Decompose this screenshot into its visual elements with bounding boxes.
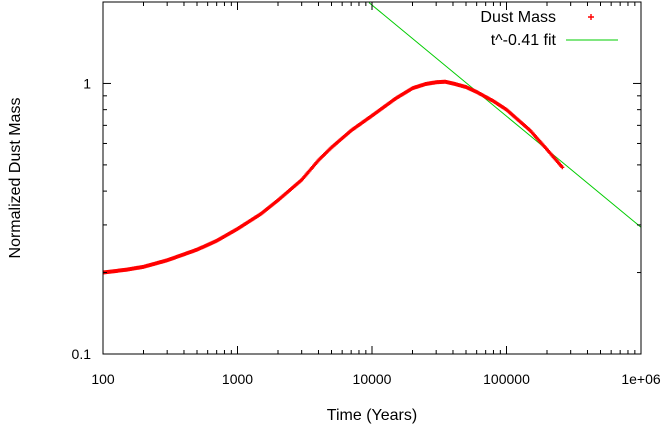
x-tick-label: 1000 bbox=[222, 371, 253, 387]
data-point bbox=[560, 165, 565, 170]
x-axis-title: Time (Years) bbox=[327, 407, 417, 424]
plot-area bbox=[103, 2, 641, 275]
plot-frame bbox=[102, 1, 642, 355]
axes: 100 1000 10000 100000 1e+06 0.1 1 bbox=[72, 1, 661, 387]
legend: Dust Mass t^-0.41 fit bbox=[480, 9, 618, 49]
legend-marker-dust-mass bbox=[588, 14, 594, 20]
series-line-fit bbox=[368, 2, 641, 228]
y-axis-title: Normalized Dust Mass bbox=[7, 98, 24, 259]
y-tick-label: 0.1 bbox=[72, 346, 92, 362]
x-tick-label: 100000 bbox=[483, 371, 530, 387]
x-tick-label: 10000 bbox=[353, 371, 392, 387]
x-tick-label: 100 bbox=[91, 371, 115, 387]
legend-label-fit: t^-0.41 fit bbox=[491, 32, 557, 49]
legend-label-dust-mass: Dust Mass bbox=[480, 9, 556, 26]
series-group bbox=[103, 2, 641, 275]
y-tick-label: 1 bbox=[83, 75, 91, 91]
series-dust-mass bbox=[103, 79, 565, 275]
x-tick-label: 1e+06 bbox=[621, 371, 661, 387]
